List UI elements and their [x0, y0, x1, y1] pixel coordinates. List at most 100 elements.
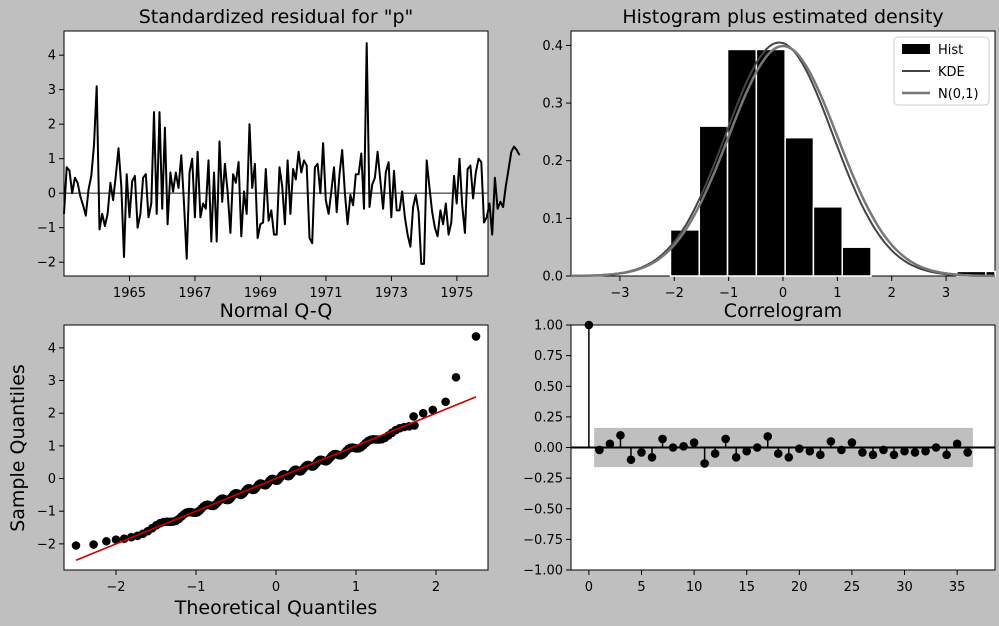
y-tick-label: 0.25 [534, 410, 563, 425]
x-tick-label: 10 [686, 580, 703, 595]
histogram-bar [726, 48, 758, 277]
qq-point [71, 541, 81, 550]
acf-point [731, 453, 741, 462]
x-tick-label: 1967 [178, 286, 211, 301]
acf-point [584, 320, 594, 330]
x-tick-label: 25 [844, 580, 861, 595]
x-tick-label: 2 [888, 286, 896, 301]
y-tick-label: 0.2 [542, 154, 563, 169]
y-tick-label: 1 [48, 152, 56, 167]
y-tick-label: 3 [48, 374, 56, 389]
qq-point [102, 536, 111, 546]
qq-title: Normal Q-Q [220, 300, 333, 322]
y-tick-label: 3 [48, 83, 56, 98]
acf-point [963, 448, 972, 457]
histogram-bar [755, 48, 786, 277]
y-tick-label: 1.00 [534, 319, 563, 334]
x-tick-label: 1 [833, 286, 841, 301]
acf-point [826, 437, 836, 446]
histogram-bar [669, 229, 701, 277]
acf-point [868, 450, 878, 460]
legend-norm-label: N(0,1) [938, 87, 979, 102]
legend-hist-swatch [902, 44, 930, 54]
acf-point [647, 453, 657, 462]
x-tick-label: 2 [432, 580, 440, 595]
acf-point [689, 438, 699, 447]
acf-point [837, 445, 846, 455]
acf-point [773, 449, 783, 458]
qq-point [441, 397, 450, 407]
x-tick-label: −3 [610, 286, 629, 301]
acf-point [858, 448, 867, 457]
qq-point [471, 332, 481, 341]
histogram-bar [812, 206, 844, 277]
acf-point [658, 434, 667, 444]
acf-point [816, 450, 825, 460]
qq-ylabel: Sample Quantiles [7, 364, 29, 532]
acf-point [795, 444, 804, 454]
y-tick-label: 0.00 [534, 441, 563, 456]
acf-point [637, 448, 646, 457]
y-tick-label: 0 [48, 472, 56, 487]
y-tick-label: 4 [48, 341, 56, 356]
acf-point [921, 446, 930, 456]
y-tick-label: 2 [48, 407, 56, 422]
acf-point [763, 432, 773, 441]
y-tick-label: 0.50 [534, 380, 563, 395]
x-tick-label: 15 [738, 580, 755, 595]
acf-point [710, 449, 720, 458]
y-tick-label: 0.4 [542, 39, 563, 54]
acf-point [626, 455, 636, 465]
acf-point [889, 450, 899, 460]
y-tick-label: 0 [48, 187, 56, 202]
y-tick-label: −2 [37, 537, 56, 552]
y-tick-label: 0.3 [542, 97, 563, 112]
histogram-title: Histogram plus estimated density [622, 6, 943, 28]
y-tick-label: −1.00 [523, 564, 563, 579]
acf-point [616, 430, 625, 440]
qq-point [409, 412, 418, 421]
qq-point [451, 372, 461, 382]
acf-point [847, 438, 857, 447]
y-tick-label: 0.0 [542, 270, 563, 285]
acf-point [931, 443, 941, 452]
acf-point [784, 453, 794, 462]
acf-point [900, 446, 909, 456]
x-tick-label: 0 [779, 286, 787, 301]
acf-point [805, 446, 815, 456]
acf-point [952, 439, 962, 449]
acf-point [942, 450, 951, 460]
x-tick-label: 30 [896, 580, 913, 595]
y-tick-label: −1 [37, 221, 56, 236]
x-tick-label: 1971 [309, 286, 342, 301]
legend-kde-label: KDE [938, 65, 965, 80]
x-tick-label: 5 [637, 580, 645, 595]
y-tick-label: −1 [37, 505, 56, 520]
acf-point [752, 443, 762, 452]
qq-point [111, 535, 121, 544]
x-tick-label: −1 [186, 580, 205, 595]
y-tick-label: −0.50 [523, 502, 563, 517]
x-tick-label: −1 [719, 286, 738, 301]
x-tick-label: −2 [106, 580, 125, 595]
residual-plot: Standardized residual for "p" 1965 1967 19… [37, 6, 521, 301]
x-tick-label: −2 [665, 286, 684, 301]
x-tick-label: 0 [272, 580, 280, 595]
y-tick-label: 0.1 [542, 212, 563, 227]
acf-point [721, 434, 730, 444]
normal-curve [571, 44, 995, 278]
y-tick-label: 2 [48, 118, 56, 133]
y-tick-label: −0.25 [523, 472, 563, 487]
x-tick-label: 35 [949, 580, 966, 595]
acf-point [679, 441, 688, 451]
histogram-bar [841, 246, 872, 277]
qq-xlabel: Theoretical Quantiles [174, 597, 377, 619]
x-tick-label: 1965 [113, 286, 146, 301]
y-tick-label: 0.75 [534, 349, 563, 364]
y-tick-label: 1 [48, 439, 56, 454]
x-tick-label: 1975 [440, 286, 473, 301]
correlogram-plot: Correlogram 0 5 10 15 20 25 30 35 −1.00 −0.75 −0.5… [523, 300, 996, 595]
legend-hist-label: Hist [938, 43, 963, 58]
x-tick-label: 1969 [244, 286, 277, 301]
